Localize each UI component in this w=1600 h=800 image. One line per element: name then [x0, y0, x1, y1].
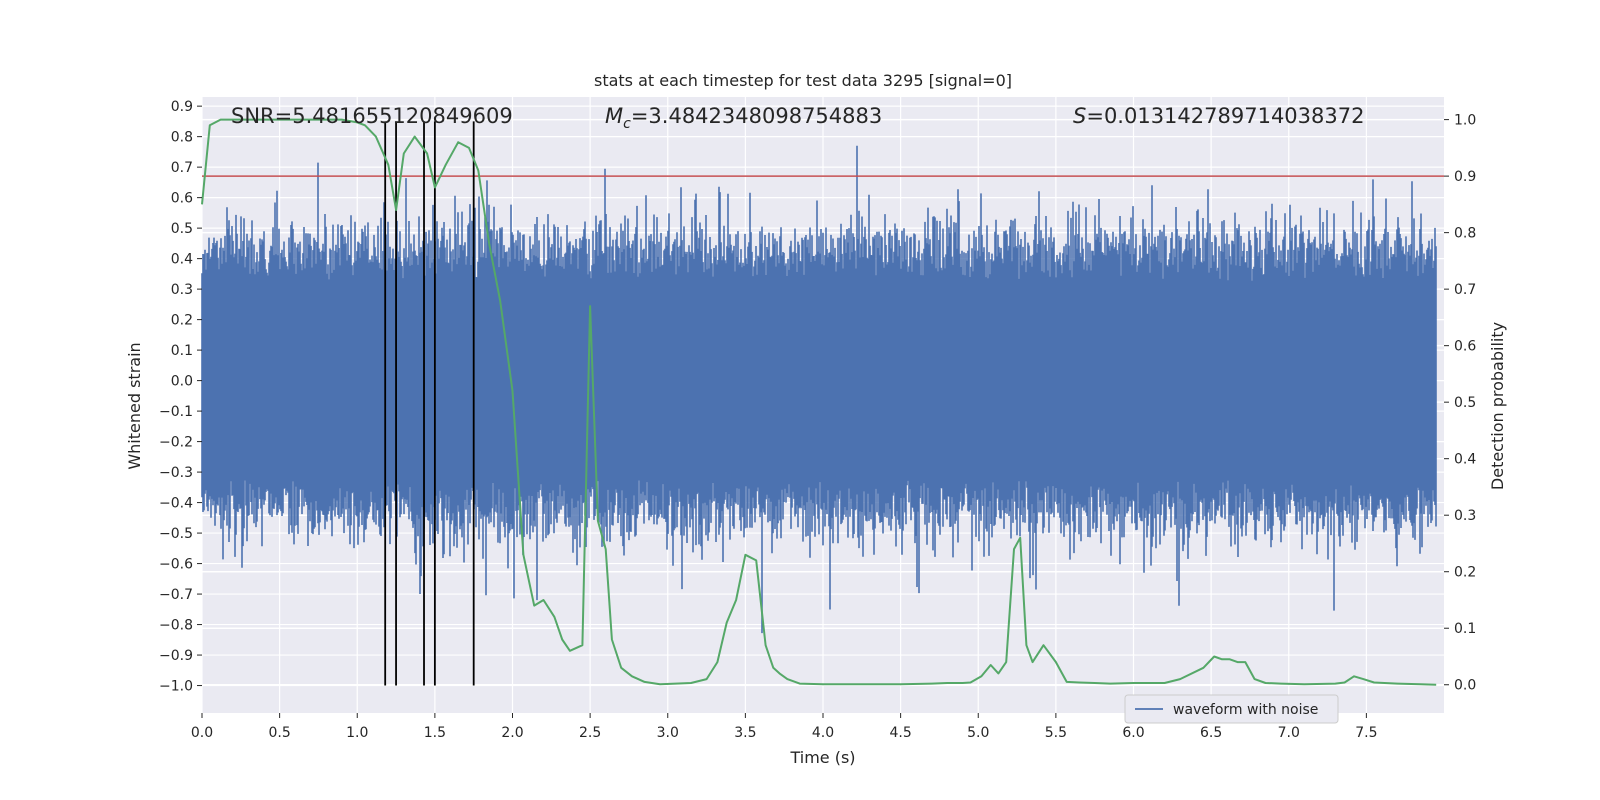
y-tick-label-left: −0.1 [159, 404, 193, 420]
x-tick-label: 1.5 [424, 725, 446, 741]
x-tick-label: 3.0 [657, 725, 679, 741]
y-tick-label-left: −0.2 [159, 435, 193, 451]
y-tick-label-left: 0.9 [171, 99, 193, 115]
legend: waveform with noise [1124, 694, 1339, 724]
y-tick-label-left: 0.7 [171, 160, 193, 176]
y-tick-label-right: 0.5 [1454, 395, 1476, 411]
chirp-mass-subscript: c [623, 116, 631, 132]
y-tick-label-right: 0.6 [1454, 339, 1476, 355]
x-tick-label: 2.0 [501, 725, 523, 741]
y-tick-label-left: 0.8 [171, 130, 193, 146]
probability-line [201, 118, 1437, 686]
x-tick-label: 4.5 [889, 725, 911, 741]
y-tick-label-right: 0.9 [1454, 169, 1476, 185]
s-value: =0.013142789714038372 [1086, 104, 1364, 128]
x-tick-label: 4.0 [812, 725, 834, 741]
y-tick-label-left: 0.1 [171, 343, 193, 359]
chirp-mass-symbol: M [605, 104, 623, 128]
snr-annotation: SNR=5.481655120849609 [231, 104, 513, 128]
s-annotation: S=0.013142789714038372 [1073, 104, 1364, 128]
axes: 0.0 0.5 1.0 1.5 2.0 2.5 3.0 3.5 4.0 4.5 5.0 5.5 6.0 6… [159, 99, 1476, 741]
x-tick-label: 5.0 [967, 725, 989, 741]
y-tick-label-right: 0.1 [1454, 621, 1476, 637]
y-tick-label-right: 0.7 [1454, 282, 1476, 298]
s-symbol: S [1073, 104, 1086, 128]
x-tick-label: 0.0 [191, 725, 213, 741]
x-tick-label: 6.5 [1200, 725, 1222, 741]
y-tick-label-left: −0.4 [159, 496, 193, 512]
chirp-mass-value: =3.4842348098754883 [631, 104, 882, 128]
y-axis-label-left: Whitened strain [125, 342, 144, 469]
x-tick-label: 2.5 [579, 725, 601, 741]
y-tick-label-left: −0.5 [159, 526, 193, 542]
chart-title: stats at each timestep for test data 329… [594, 71, 1012, 90]
legend-box [1124, 694, 1339, 724]
x-tick-label: 6.0 [1122, 725, 1144, 741]
x-tick-label: 7.5 [1355, 725, 1377, 741]
vertical-markers [384, 121, 475, 686]
y-tick-label-right: 0.8 [1454, 226, 1476, 242]
y-tick-label-right: 0.4 [1454, 452, 1476, 468]
y-tick-label-left: −0.7 [159, 587, 193, 603]
y-tick-label-right: 0.0 [1454, 678, 1476, 694]
y-tick-label-left: 0.6 [171, 191, 193, 207]
y-tick-label-left: −1.0 [159, 679, 193, 695]
y-tick-label-left: −0.6 [159, 557, 193, 573]
x-tick-label: 3.5 [734, 725, 756, 741]
chirp-mass-annotation: Mc=3.4842348098754883 [605, 104, 882, 132]
y-tick-label-right: 1.0 [1454, 113, 1476, 129]
y-tick-label-left: 0.5 [171, 221, 193, 237]
x-tick-label: 7.0 [1278, 725, 1300, 741]
waveform-line [201, 145, 1437, 634]
y-tick-label-right: 0.3 [1454, 508, 1476, 524]
y-tick-label-left: 0.0 [171, 374, 193, 390]
y-tick-label-left: 0.3 [171, 282, 193, 298]
y-tick-label-left: 0.2 [171, 313, 193, 329]
y-axis-label-right: Detection probability [1488, 322, 1507, 490]
y-tick-label-left: −0.9 [159, 648, 193, 664]
x-tick-label: 0.5 [268, 725, 290, 741]
x-axis-label: Time (s) [789, 748, 855, 767]
y-tick-label-left: −0.3 [159, 465, 193, 481]
y-tick-label-left: 0.4 [171, 252, 193, 268]
x-tick-label: 1.0 [346, 725, 368, 741]
y-tick-label-left: −0.8 [159, 618, 193, 634]
probability-series [201, 118, 1437, 686]
x-tick-label: 5.5 [1045, 725, 1067, 741]
legend-label: waveform with noise [1173, 702, 1318, 718]
waveform-series [201, 145, 1437, 634]
y-tick-label-right: 0.2 [1454, 565, 1476, 581]
